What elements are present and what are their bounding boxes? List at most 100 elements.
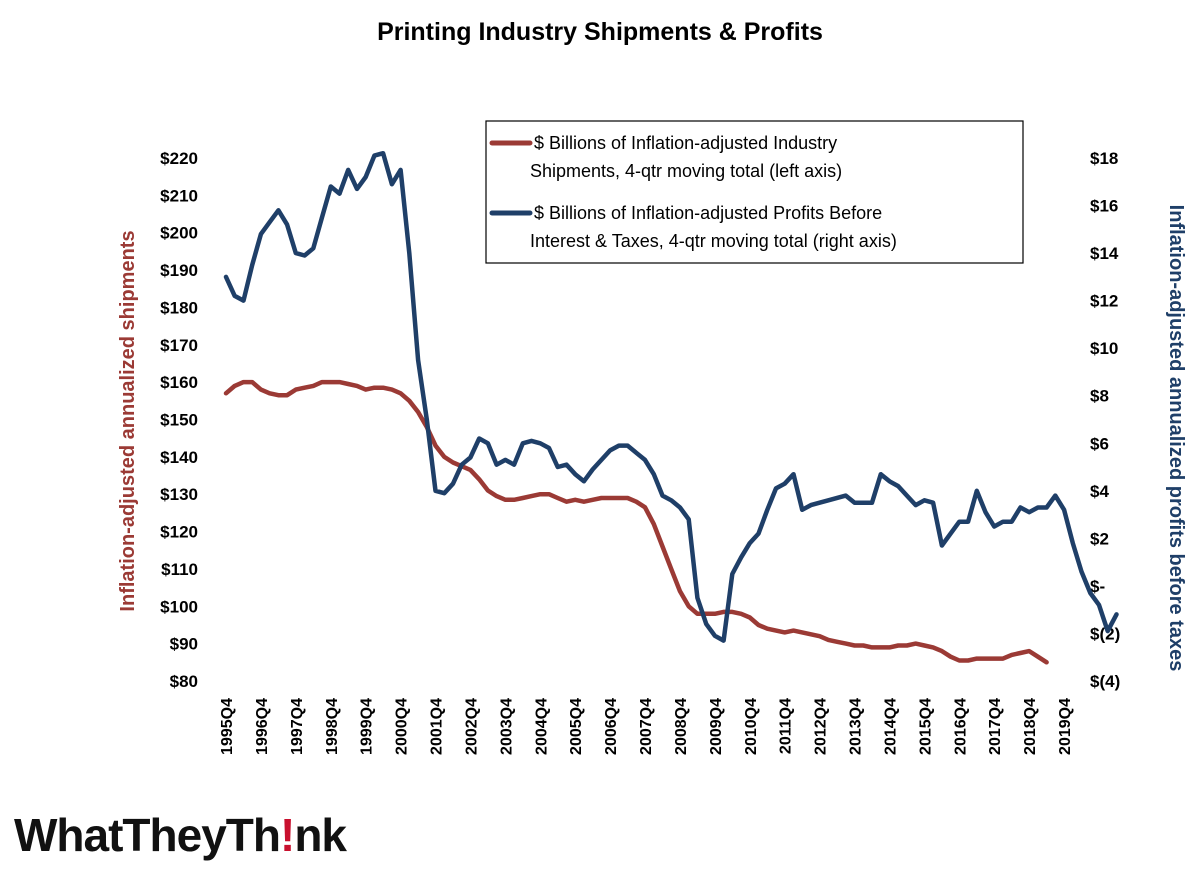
shipments-point xyxy=(862,644,864,647)
profits-point xyxy=(1019,506,1022,509)
shipments-point xyxy=(740,613,742,615)
shipments-point xyxy=(330,381,332,383)
profits-point xyxy=(557,466,559,468)
x-tick-label: 1996Q4 xyxy=(254,698,271,755)
x-tick-label: 2006Q4 xyxy=(603,698,620,755)
profits-point xyxy=(1037,506,1039,509)
shipments-point xyxy=(522,497,524,499)
profits-point xyxy=(338,193,341,195)
profits-point xyxy=(854,502,856,504)
profits-point xyxy=(845,495,847,497)
profits-point xyxy=(583,480,585,482)
x-tick-label: 2004Q4 xyxy=(533,698,550,755)
profits-point xyxy=(592,468,594,470)
profits-point xyxy=(1054,495,1056,497)
shipments-point xyxy=(260,389,262,391)
whattheythink-logo: WhatTheyTh!nk xyxy=(14,808,347,862)
shipments-point xyxy=(417,411,419,413)
profits-point xyxy=(784,483,786,485)
profits-point xyxy=(600,459,603,461)
shipments-point xyxy=(487,489,489,492)
left-tick-label: $200 xyxy=(160,224,198,243)
profits-point xyxy=(888,480,891,482)
shipments-point xyxy=(679,590,681,592)
shipments-point xyxy=(723,611,725,613)
right-tick-label: $(2) xyxy=(1090,624,1120,643)
profits-point xyxy=(1098,604,1100,606)
profits-point xyxy=(347,169,349,171)
profits-point xyxy=(950,533,952,535)
profits-point xyxy=(653,473,655,475)
left-tick-label: $140 xyxy=(160,448,198,467)
profits-point xyxy=(740,556,742,559)
shipments-point xyxy=(819,635,821,637)
shipments-point xyxy=(408,400,410,402)
shipments-point xyxy=(932,646,934,649)
shipments-point xyxy=(888,646,891,649)
profits-point xyxy=(408,252,410,254)
shipments-point xyxy=(775,630,777,632)
profits-point xyxy=(976,490,978,492)
shipments-point xyxy=(976,658,978,660)
legend-box xyxy=(485,120,1024,264)
profits-point xyxy=(365,176,367,178)
left-tick-label: $220 xyxy=(160,149,198,168)
profits-point xyxy=(496,464,498,466)
right-tick-label: $- xyxy=(1090,577,1105,596)
profits-point xyxy=(766,509,768,511)
profits-point xyxy=(295,252,297,254)
shipments-point xyxy=(810,633,812,635)
profits-point xyxy=(1063,509,1065,511)
right-tick-label: $(4) xyxy=(1090,672,1120,691)
shipments-point xyxy=(1019,652,1022,654)
left-tick-label: $150 xyxy=(160,411,198,430)
profits-point xyxy=(565,464,568,466)
shipments-point xyxy=(565,501,568,503)
shipments-point xyxy=(950,656,952,658)
shipments-point xyxy=(1028,650,1030,652)
x-tick-label: 1999Q4 xyxy=(359,698,376,755)
shipments-point xyxy=(574,499,576,501)
shipments-point xyxy=(1037,656,1039,658)
left-tick-label: $110 xyxy=(161,560,198,579)
shipments-point xyxy=(635,501,637,503)
legend: $ Billions of Inflation-adjusted Industr… xyxy=(485,120,1024,264)
x-tick-label: 2001Q4 xyxy=(429,698,446,755)
shipments-point xyxy=(312,385,314,387)
profits-point xyxy=(1011,521,1013,523)
shipments-point xyxy=(1002,658,1004,660)
profits-point xyxy=(1107,630,1109,632)
x-tick-label: 2010Q4 xyxy=(743,698,760,755)
profits-point xyxy=(862,502,864,504)
profits-point xyxy=(1089,592,1091,594)
left-tick-label: $160 xyxy=(160,373,198,392)
profits-point xyxy=(810,504,812,506)
x-tick-label: 2016Q4 xyxy=(952,698,969,755)
x-tick-label: 2011Q4 xyxy=(778,698,795,754)
profits-point xyxy=(574,473,576,475)
left-tick-label: $80 xyxy=(170,672,198,691)
shipments-point xyxy=(644,506,646,508)
shipments-point xyxy=(880,646,882,649)
left-tick-label: $130 xyxy=(160,485,198,504)
profits-point xyxy=(478,437,480,440)
profits-point xyxy=(234,295,236,297)
logo-text-start: WhatTheyTh xyxy=(14,809,281,861)
profits-point xyxy=(277,209,279,211)
shipments-point xyxy=(784,631,786,634)
profits-point xyxy=(819,502,821,504)
right-tick-label: $16 xyxy=(1090,197,1118,216)
x-tick-label: 2008Q4 xyxy=(673,698,690,755)
profits-point xyxy=(897,485,899,487)
shipments-point xyxy=(356,385,358,387)
left-tick-label: $170 xyxy=(160,336,198,355)
shipments-point xyxy=(592,499,594,501)
legend-label-profits-line2: Interest & Taxes, 4-qtr moving total (ri… xyxy=(530,231,897,251)
shipments-point xyxy=(225,392,227,394)
shipments-point xyxy=(653,523,655,525)
shipments-point xyxy=(618,497,620,499)
shipments-point xyxy=(269,392,271,394)
profits-point xyxy=(705,623,707,625)
profits-point xyxy=(775,487,777,489)
profits-point xyxy=(731,573,733,575)
